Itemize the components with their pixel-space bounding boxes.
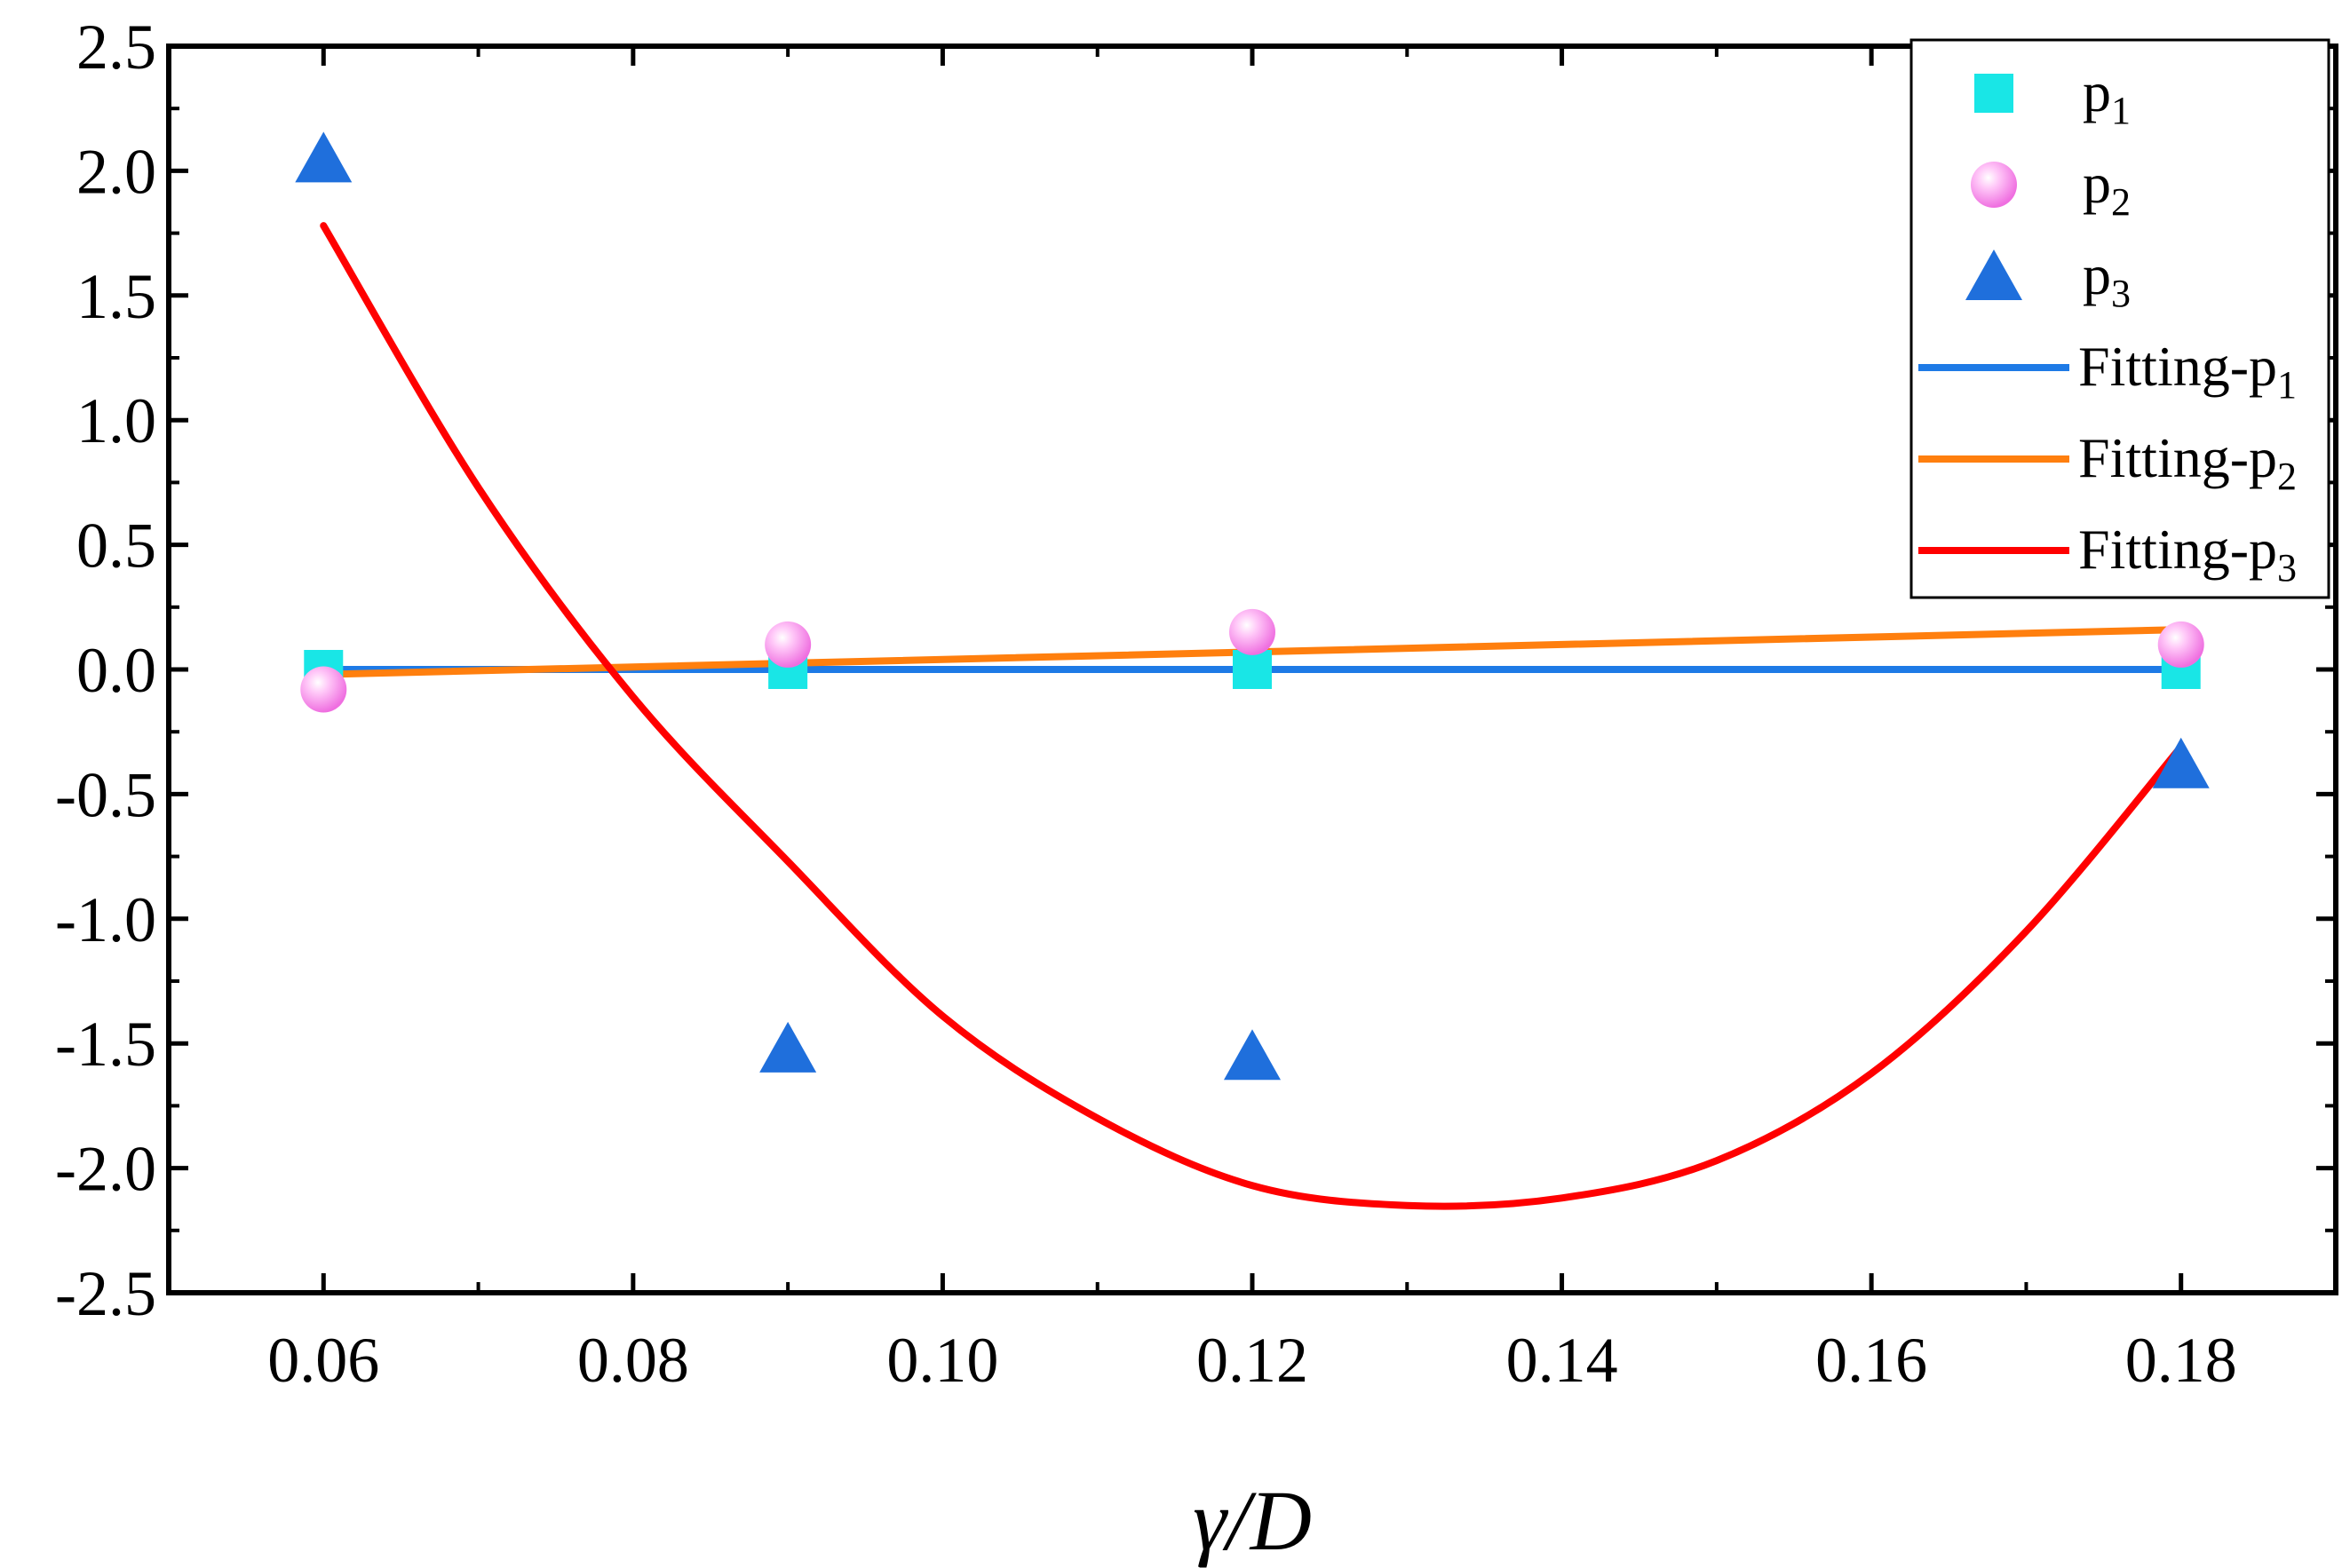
x-tick-label: 0.16 <box>1815 1325 1927 1396</box>
x-tick-label: 0.18 <box>2125 1325 2237 1396</box>
x-axis: 0.06 0.08 0.10 0.12 0.14 0.16 0.18 <box>267 46 2237 1396</box>
y-tick-label: 1.5 <box>76 261 156 332</box>
marker-p3 <box>759 1021 817 1073</box>
legend: p1 p2 p3 Fitting-p1 Fitting-p2 Fitting-p3 <box>1909 38 2330 599</box>
legend-symbol-p2 <box>1971 162 2017 208</box>
data-markers <box>295 131 2210 1081</box>
marker-p1 <box>1233 650 1272 689</box>
marker-p3 <box>2152 737 2210 788</box>
y-tick-label: -1.0 <box>55 884 156 955</box>
legend-label: Fitting-p3 <box>2078 518 2297 590</box>
x-tick-label: 0.12 <box>1196 1325 1308 1396</box>
marker-p3 <box>1224 1029 1281 1081</box>
y-tick-label: -1.5 <box>55 1009 156 1080</box>
legend-symbol-p3 <box>1965 249 2022 300</box>
marker-p3 <box>295 131 353 183</box>
marker-p2 <box>765 621 812 668</box>
y-tick-label: 0.0 <box>76 635 156 706</box>
x-tick-label: 0.14 <box>1506 1325 1618 1396</box>
x-tick-label: 0.08 <box>577 1325 689 1396</box>
marker-p2 <box>300 666 347 713</box>
legend-label: p1 <box>2083 60 2131 132</box>
legend-box <box>1909 38 2330 599</box>
y-tick-label: 0.5 <box>76 511 156 582</box>
y-tick-label: 2.5 <box>76 12 156 83</box>
y-tick-label: -2.5 <box>55 1258 156 1329</box>
y-tick-label: -2.0 <box>55 1134 156 1205</box>
marker-p2 <box>2157 621 2204 668</box>
legend-label: Fitting-p2 <box>2078 426 2297 498</box>
legend-symbol-p1 <box>1974 74 2013 113</box>
marker-p2 <box>1229 608 1275 655</box>
y-tick-label: 2.0 <box>76 136 156 207</box>
y-tick-label: -0.5 <box>55 759 156 830</box>
legend-label: Fitting-p1 <box>2078 335 2297 407</box>
x-axis-title: γ/D <box>1193 1473 1312 1568</box>
legend-label: p2 <box>2083 152 2131 224</box>
legend-label: p3 <box>2083 243 2131 315</box>
x-tick-label: 0.06 <box>267 1325 379 1396</box>
fitting-line-fitting-p3 <box>320 222 2185 1210</box>
x-tick-label: 0.10 <box>886 1325 998 1396</box>
y-tick-label: 1.0 <box>76 385 156 456</box>
